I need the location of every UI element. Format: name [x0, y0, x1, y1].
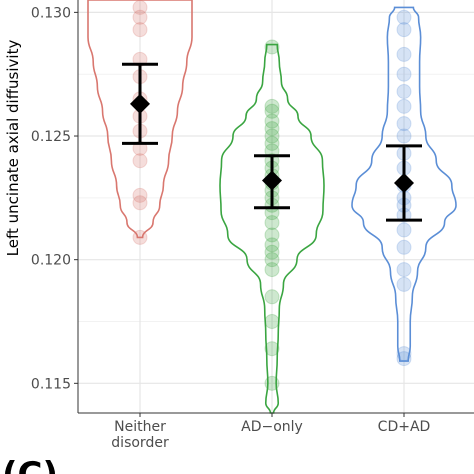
y-tick-label: 0.125: [31, 129, 71, 145]
data-point: [396, 22, 412, 38]
mean-marker: [394, 173, 414, 194]
mean-marker: [262, 170, 282, 191]
x-tick-label: Neither disorder: [111, 419, 169, 451]
data-point: [132, 187, 148, 203]
data-point: [264, 262, 280, 278]
data-point: [396, 84, 412, 100]
data-point: [396, 346, 412, 362]
data-point: [264, 135, 280, 151]
data-point: [264, 313, 280, 329]
data-point: [264, 128, 280, 144]
violins: [87, 0, 457, 414]
data-point: [396, 276, 412, 292]
data-point: [396, 116, 412, 132]
data-point: [264, 244, 280, 260]
data-point: [264, 113, 280, 129]
data-point: [264, 215, 280, 231]
data-point: [132, 195, 148, 211]
data-point: [264, 121, 280, 137]
violin-outline: [351, 6, 457, 362]
data-point: [396, 222, 412, 238]
x-tick-label-line: disorder: [111, 435, 169, 451]
data-point: [264, 289, 280, 305]
x-tick-label: CD+AD: [378, 419, 431, 435]
data-point: [264, 227, 280, 243]
data-point: [396, 46, 412, 62]
x-tick-label-line: AD−only: [241, 419, 303, 435]
violin-outline: [219, 43, 325, 414]
x-tick-label: AD−only: [241, 419, 303, 435]
y-tick-label: 0.130: [31, 5, 71, 21]
x-tick-label-line: CD+AD: [378, 419, 431, 435]
data-point: [264, 375, 280, 391]
data-point: [396, 98, 412, 114]
y-tick-label: 0.120: [31, 253, 71, 269]
panel-label: (C): [2, 455, 58, 474]
data-point: [132, 0, 148, 15]
data-point: [264, 98, 280, 114]
data-point: [264, 103, 280, 119]
mean-marker: [130, 93, 150, 114]
data-point: [396, 239, 412, 255]
data-point: [396, 351, 412, 367]
data-point: [264, 39, 280, 55]
data-point: [132, 22, 148, 38]
mean-markers: [130, 93, 414, 194]
data-point: [264, 237, 280, 253]
data-point: [396, 66, 412, 82]
violin-outline: [87, 0, 193, 239]
y-axis-ticks: 0.115 0.120 0.125 0.130: [31, 5, 78, 392]
data-point: [396, 9, 412, 25]
data-point: [264, 341, 280, 357]
x-tick-label-line: Neither: [114, 419, 166, 435]
data-point: [132, 229, 148, 245]
data-point: [264, 252, 280, 268]
x-axis-ticks: Neither disorder AD−only CD+AD: [111, 413, 430, 451]
data-point: [132, 153, 148, 169]
y-axis-title: Left uncinate axial diffusivity: [4, 40, 22, 257]
data-point: [396, 128, 412, 144]
y-tick-label: 0.115: [31, 376, 71, 392]
data-point: [132, 9, 148, 25]
data-point: [396, 262, 412, 278]
